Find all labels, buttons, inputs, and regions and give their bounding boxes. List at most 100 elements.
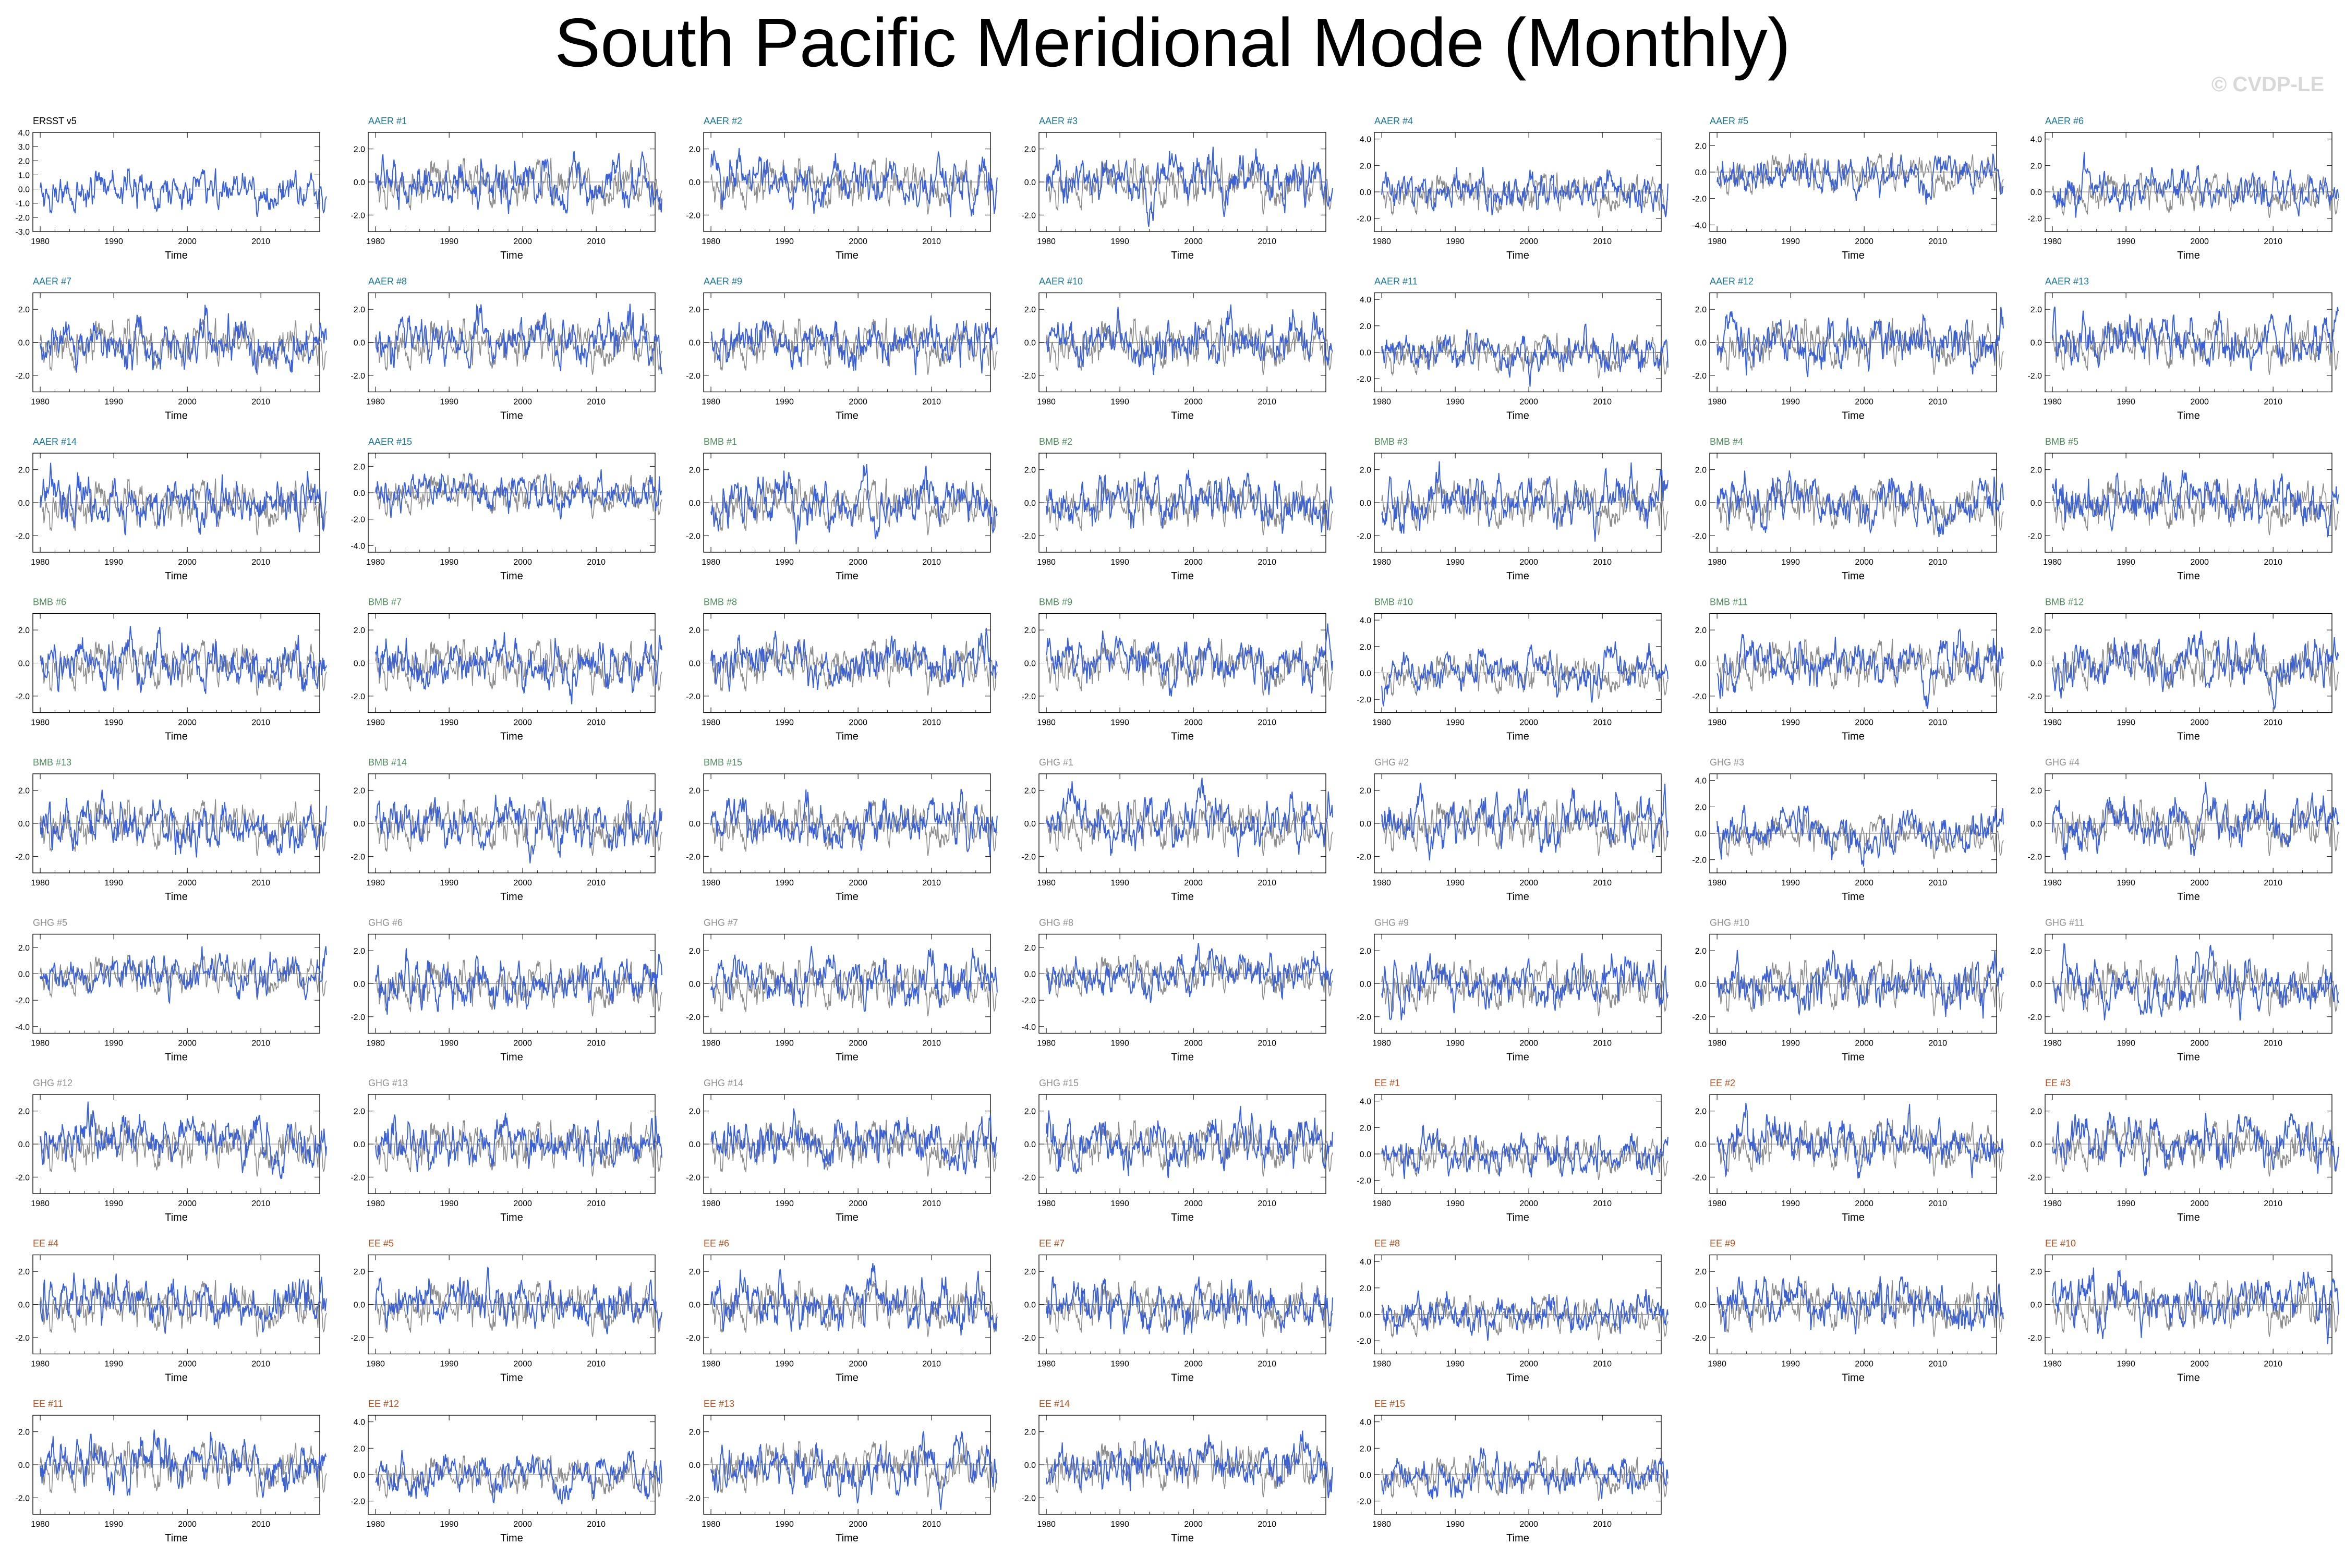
y-tick-label: -2.0 [1357, 215, 1371, 224]
x-tick-label: 1990 [1110, 1520, 1129, 1529]
y-tick-label: -2.0 [1021, 853, 1036, 861]
y-tick-label: -2.0 [686, 532, 700, 541]
y-tick-label: -2.0 [15, 853, 30, 861]
x-axis-label: Time [1842, 1212, 1865, 1223]
x-axis-label: Time [2177, 1372, 2200, 1384]
x-tick-label: 1980 [1037, 1520, 1056, 1529]
x-tick-label: 1980 [702, 719, 720, 727]
y-tick-label: -2.0 [1692, 372, 1707, 381]
x-axis-label: Time [1842, 1052, 1865, 1063]
x-axis-label: Time [1506, 410, 1529, 422]
x-tick-label: 1990 [1781, 237, 1800, 246]
x-tick-label: 2000 [1519, 719, 1538, 727]
model-series [710, 1430, 998, 1510]
x-tick-label: 2000 [1184, 1360, 1203, 1369]
y-tick-label: 0.0 [1024, 660, 1036, 668]
y-tick-label: 0.0 [1695, 1140, 1707, 1149]
x-axis-label: Time [836, 410, 859, 422]
x-tick-label: 2010 [922, 398, 941, 407]
observation-series [1381, 1134, 1669, 1180]
x-tick-label: 1980 [1708, 1360, 1726, 1369]
panel: AAER #114.0 2.0 0.0 -2.0 1980 1990 2000 2010 Tim… [1357, 276, 1669, 422]
x-tick-label: 2010 [1258, 1520, 1276, 1529]
x-tick-label: 1980 [31, 1039, 50, 1048]
y-tick-label: -2.0 [350, 692, 365, 701]
x-tick-label: 1980 [702, 1360, 720, 1369]
y-tick-label: -2.0 [1357, 1013, 1371, 1022]
x-tick-label: 2010 [2264, 237, 2282, 246]
model-series [1717, 307, 2004, 378]
x-tick-label: 2010 [1593, 1520, 1612, 1529]
y-tick-label: 0.0 [1695, 499, 1707, 508]
x-axis-label: Time [2177, 570, 2200, 582]
x-tick-label: 1990 [104, 879, 123, 888]
y-tick-label: -2.0 [1692, 692, 1707, 701]
observation-series [2052, 172, 2339, 218]
model-series [375, 303, 662, 374]
y-tick-label: -4.0 [1021, 1023, 1036, 1032]
y-tick-label: -2.0 [15, 692, 30, 701]
model-series [1717, 950, 2004, 1019]
y-tick-label: 4.0 [1695, 777, 1707, 786]
x-tick-label: 2010 [922, 719, 941, 727]
panel-label: GHG #5 [33, 918, 67, 928]
x-tick-label: 2000 [178, 237, 197, 246]
x-tick-label: 2010 [2264, 719, 2282, 727]
y-tick-label: -3.0 [15, 228, 30, 237]
y-tick-label: 2.0 [1360, 1444, 1371, 1453]
y-tick-label: -2.0 [15, 372, 30, 381]
y-tick-label: -2.0 [350, 1334, 365, 1343]
panel-label: AAER #1 [368, 116, 407, 126]
x-tick-label: 1990 [2117, 237, 2135, 246]
model-series [40, 1272, 327, 1334]
y-tick-label: 2.0 [1024, 306, 1036, 314]
panel-label: BMB #6 [33, 597, 66, 607]
y-tick-label: -2.0 [686, 1494, 700, 1503]
x-tick-label: 2010 [1928, 719, 1947, 727]
y-tick-label: -2.0 [1357, 532, 1371, 541]
x-tick-label: 2000 [178, 558, 197, 567]
x-tick-label: 1980 [366, 1039, 385, 1048]
x-axis-label: Time [165, 410, 188, 422]
panel-label: GHG #3 [1710, 757, 1744, 768]
y-tick-label: 2.0 [354, 787, 365, 796]
x-axis-label: Time [165, 1372, 188, 1384]
panel: GHG #15 2.0 0.0 -2.0 1980 1990 2000 2010 Time [1021, 1078, 1333, 1223]
x-axis-label: Time [1171, 1533, 1194, 1544]
y-tick-label: 2.0 [1024, 1108, 1036, 1116]
y-tick-label: -2.0 [1021, 532, 1036, 541]
x-tick-label: 2010 [1593, 237, 1612, 246]
y-tick-label: 2.0 [689, 626, 700, 635]
x-tick-label: 1980 [1708, 719, 1726, 727]
model-series [2052, 1111, 2339, 1176]
x-tick-label: 2010 [1593, 398, 1612, 407]
y-tick-label: 0.0 [1360, 188, 1371, 197]
x-tick-label: 1980 [702, 1199, 720, 1208]
y-tick-label: -2.0 [2027, 1173, 2042, 1182]
panel-label: EE #6 [704, 1238, 729, 1249]
x-tick-label: 1990 [1446, 719, 1465, 727]
y-tick-label: 0.0 [354, 1140, 365, 1149]
x-tick-label: 2010 [2264, 1360, 2282, 1369]
x-axis-label: Time [500, 1372, 523, 1384]
x-axis-label: Time [2177, 250, 2200, 261]
panel: AAER #14 2.0 0.0 -2.0 1980 1990 2000 2010 Time [15, 436, 327, 582]
y-tick-label: 2.0 [1024, 1428, 1036, 1437]
x-tick-label: 1990 [104, 1360, 123, 1369]
y-tick-label: 0.0 [1024, 499, 1036, 508]
panel: AAER #12 2.0 0.0 -2.0 1980 1990 2000 2010 Time [1692, 276, 2004, 422]
panel-frame [1374, 1254, 1662, 1355]
panel: EE #84.0 2.0 0.0 -2.0 1980 1990 2000 2010 Time [1357, 1238, 1669, 1384]
y-tick-label: 2.0 [18, 944, 30, 953]
x-tick-label: 2010 [1928, 879, 1947, 888]
x-tick-label: 1990 [440, 1520, 458, 1529]
y-tick-label: 0.0 [689, 820, 700, 829]
panel: BMB #12 2.0 0.0 -2.0 1980 1990 2000 2010 Time [2027, 597, 2339, 743]
model-series [710, 1263, 998, 1335]
x-tick-label: 2000 [1184, 1039, 1203, 1048]
y-tick-label: 2.0 [354, 947, 365, 956]
panel-label: EE #8 [1374, 1238, 1400, 1249]
panel: EE #7 2.0 0.0 -2.0 1980 1990 2000 2010 Time [1021, 1238, 1333, 1384]
x-tick-label: 1990 [775, 1039, 794, 1048]
y-tick-label: -2.0 [15, 1173, 30, 1182]
